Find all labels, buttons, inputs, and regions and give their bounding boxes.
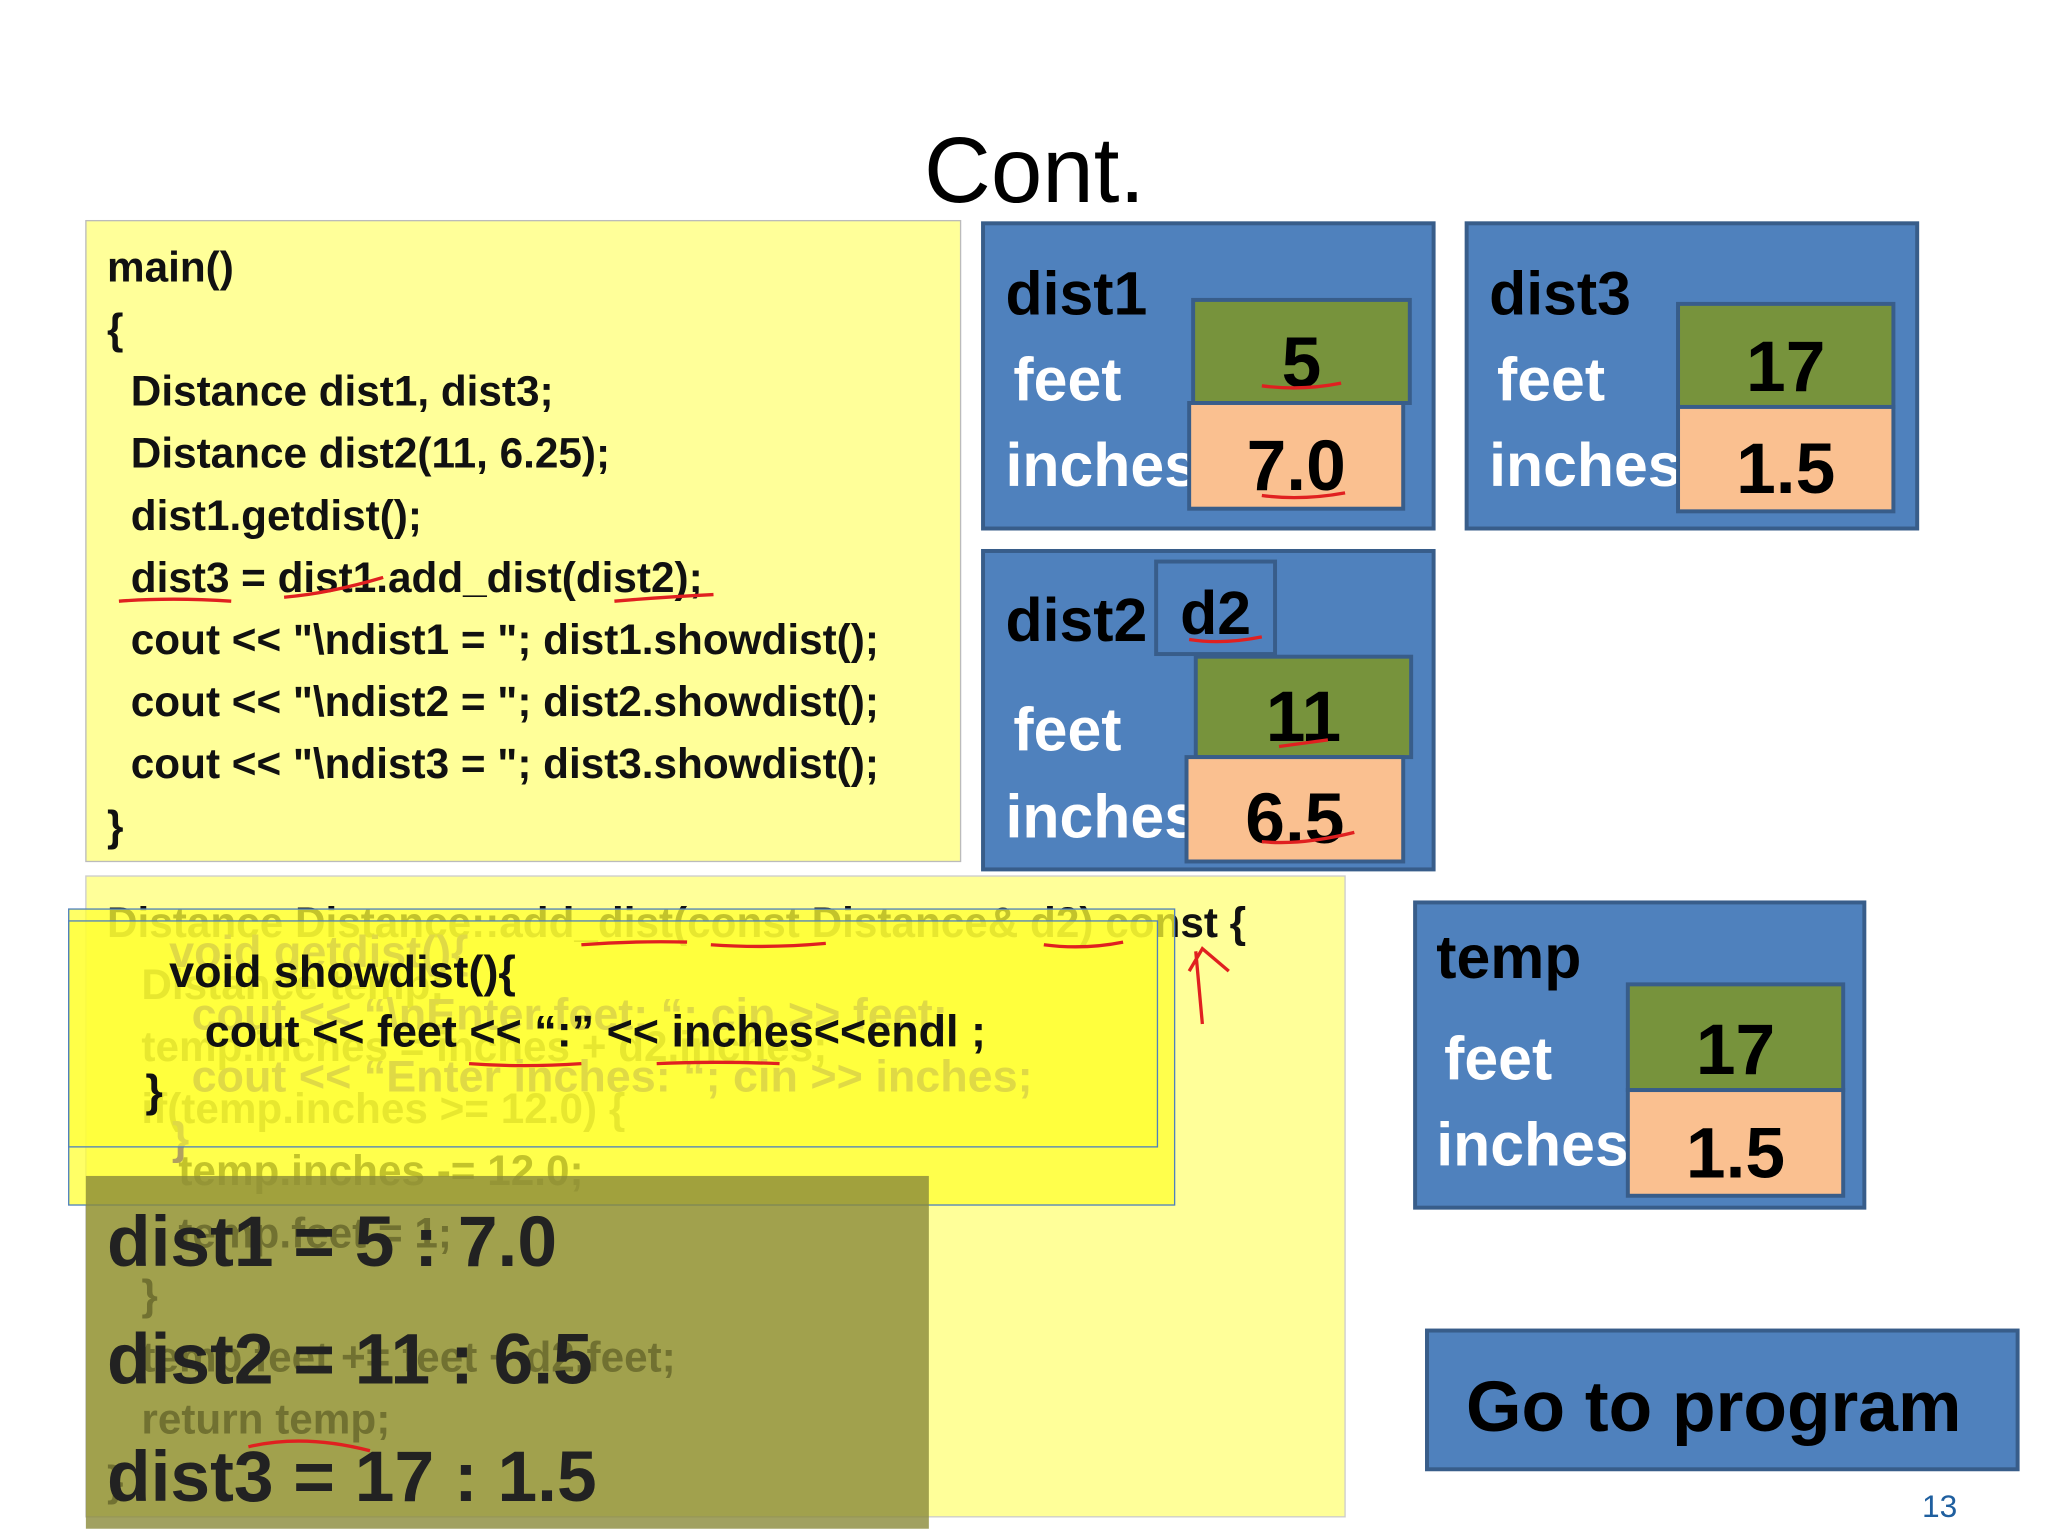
code-line: cout << "\ndist2 = "; dist2.showdist(); xyxy=(131,678,879,725)
object-name: temp xyxy=(1436,923,1581,991)
inches-value: 1.5 xyxy=(1736,429,1835,509)
object-name: dist3 xyxy=(1489,259,1631,327)
code-line: main() xyxy=(107,243,234,290)
field-label: feet xyxy=(1013,345,1121,413)
code-line: { xyxy=(107,306,123,353)
inches-cell xyxy=(1187,401,1406,511)
field-label: inches xyxy=(1006,783,1199,851)
feet-value: 17 xyxy=(1696,1010,1775,1090)
button-label[interactable]: Go to program xyxy=(1466,1367,1961,1447)
feet-value: 5 xyxy=(1282,323,1322,403)
alias-name: d2 xyxy=(1180,579,1251,647)
inches-value: 6.5 xyxy=(1245,779,1344,859)
field-label: feet xyxy=(1497,345,1605,413)
code-line: cout << "\ndist3 = "; dist3.showdist(); xyxy=(131,740,879,787)
page-number: 13 xyxy=(1922,1488,1957,1524)
code-line: } xyxy=(107,802,123,849)
object-name: dist1 xyxy=(1006,259,1148,327)
code-line: cout << "\ndist1 = "; dist1.showdist(); xyxy=(131,616,879,663)
code-line: cout << feet << “:” << inches<<endl ; xyxy=(205,1005,986,1056)
field-label: inches xyxy=(1489,431,1682,499)
feet-cell xyxy=(1193,654,1414,760)
feet-cell xyxy=(1625,982,1846,1093)
code-line: dist1.getdist(); xyxy=(131,492,422,539)
code-line: Distance dist1, dist3; xyxy=(131,368,554,415)
inches-cell xyxy=(1625,1088,1846,1198)
go-to-program-button[interactable] xyxy=(1425,1328,2020,1472)
feet-value: 11 xyxy=(1266,677,1341,757)
code-line: Distance dist2(11, 6.25); xyxy=(131,430,610,477)
inches-value: 7.0 xyxy=(1247,426,1346,506)
code-line: dist3 = 17 : 1.5 xyxy=(107,1437,597,1517)
output-box xyxy=(85,1175,929,1529)
inches-cell xyxy=(1184,755,1406,864)
showdist-box xyxy=(68,920,1159,1148)
code-line: dist1 = 5 : 7.0 xyxy=(107,1202,557,1282)
code-line: } xyxy=(145,1065,162,1116)
feet-cell xyxy=(1191,297,1412,405)
object-name: dist2 xyxy=(1006,586,1148,654)
field-label: inches xyxy=(1006,431,1199,499)
inches-cell xyxy=(1676,404,1896,514)
feet-cell xyxy=(1676,301,1896,409)
main-code-box xyxy=(85,219,962,863)
code-line: dist3 = dist1.add_dist(dist2); xyxy=(131,554,703,601)
annotations xyxy=(118,381,1355,1453)
code-line: dist2 = 11 : 6.5 xyxy=(107,1319,593,1399)
field-label: feet xyxy=(1013,695,1121,763)
field-label: inches xyxy=(1436,1110,1629,1178)
feet-value: 17 xyxy=(1746,327,1825,407)
slide-title: Cont. xyxy=(924,118,1145,222)
inches-value: 1.5 xyxy=(1686,1113,1785,1193)
code-line: void showdist(){ xyxy=(169,946,516,997)
field-label: feet xyxy=(1444,1024,1552,1092)
